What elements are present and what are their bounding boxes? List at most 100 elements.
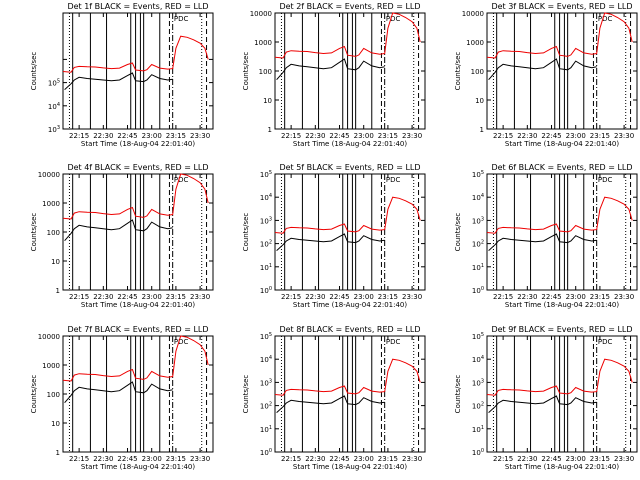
x-axis-label: Start Time (18-Aug-04 22:01:40)	[293, 463, 407, 471]
x-axis-label: Start Time (18-Aug-04 22:01:40)	[505, 463, 619, 471]
y-tick-label: 105	[260, 170, 272, 179]
flag-label: PDC	[174, 176, 189, 184]
plot-frame	[486, 173, 638, 291]
x-axis-label: Start Time (18-Aug-04 22:01:40)	[81, 140, 195, 148]
y-tick-label: 1	[56, 287, 60, 295]
x-tick-label: 22:30	[93, 132, 113, 140]
plot-frame	[274, 173, 426, 291]
y-tick-label: 104	[472, 355, 484, 364]
y-tick-label: 1000	[42, 362, 60, 370]
series-line-lld	[486, 358, 633, 396]
y-tick-label: 100	[472, 286, 484, 295]
panel-det-3: Det 3f BLACK = Events, RED = LLD 1 10 100 10…	[454, 2, 638, 148]
y-axis-label: Counts/sec	[30, 52, 38, 91]
y-axis-label: Counts/sec	[30, 213, 38, 252]
flag-label: PDC	[598, 176, 613, 184]
plot-frame	[274, 12, 426, 130]
x-tick-label: 22:45	[541, 132, 561, 140]
y-tick-label: 1	[268, 126, 272, 134]
x-tick-label: 22:45	[117, 132, 137, 140]
x-tick-label: 23:00	[566, 132, 586, 140]
series-line-lld	[274, 196, 421, 234]
y-tick-label: 105	[472, 170, 484, 179]
series-line-lld	[486, 12, 633, 59]
y-tick-label: 10	[475, 97, 484, 105]
panel-det-1: Det 1f BLACK = Events, RED = LLD 103 104 10…	[30, 2, 214, 148]
panel-det-5: Det 5f BLACK = Events, RED = LLD 100 101 10…	[242, 163, 426, 309]
y-tick-label: 10000	[462, 10, 484, 18]
y-axis-label: Counts/sec	[242, 213, 250, 252]
y-tick-label: 103	[260, 378, 272, 387]
y-tick-label: 103	[260, 216, 272, 225]
y-tick-label: 10000	[38, 333, 60, 341]
x-tick-label: 22:15	[281, 455, 301, 463]
x-tick-label: 23:15	[166, 293, 186, 301]
y-tick-label: 100	[259, 68, 272, 76]
x-tick-label: 23:30	[614, 293, 634, 301]
y-tick-label: 102	[472, 402, 484, 411]
series-line-lld	[274, 12, 421, 59]
y-tick-label: 1	[56, 449, 60, 457]
series-line-lld	[274, 358, 421, 396]
x-tick-label: 22:45	[117, 455, 137, 463]
x-tick-label: 22:45	[329, 132, 349, 140]
x-tick-label: 23:15	[378, 293, 398, 301]
plot-frame	[486, 335, 638, 453]
x-tick-label: 23:30	[402, 293, 422, 301]
flag-label: PDC	[598, 338, 613, 346]
x-tick-label: 23:15	[590, 455, 610, 463]
y-tick-label: 104	[260, 355, 272, 364]
y-tick-label: 101	[472, 425, 484, 434]
x-tick-label: 23:30	[614, 132, 634, 140]
x-tick-label: 23:15	[590, 293, 610, 301]
panel-title: Det 5f BLACK = Events, RED = LLD	[279, 163, 420, 172]
x-tick-label: 22:30	[305, 293, 325, 301]
series-line-events	[64, 219, 173, 242]
y-tick-label: 10000	[250, 10, 272, 18]
x-tick-label: 23:00	[354, 293, 374, 301]
y-tick-label: 104	[472, 193, 484, 202]
y-tick-label: 102	[260, 240, 272, 249]
x-tick-label: 23:30	[190, 132, 210, 140]
x-tick-label: 22:15	[493, 132, 513, 140]
x-tick-label: 22:15	[493, 455, 513, 463]
y-tick-label: 105	[48, 79, 60, 88]
x-tick-label: 22:15	[69, 132, 89, 140]
x-tick-label: 22:45	[329, 455, 349, 463]
y-tick-label: 100	[47, 229, 60, 237]
x-tick-label: 22:45	[329, 293, 349, 301]
panel-title: Det 3f BLACK = Events, RED = LLD	[491, 2, 632, 11]
y-tick-label: 104	[260, 193, 272, 202]
y-tick-label: 103	[472, 378, 484, 387]
x-axis-label: Start Time (18-Aug-04 22:01:40)	[81, 301, 195, 309]
plot-frame	[62, 12, 214, 130]
x-axis-label: Start Time (18-Aug-04 22:01:40)	[293, 140, 407, 148]
panel-det-4: Det 4f BLACK = Events, RED = LLD 1 10 100 10…	[30, 163, 214, 309]
panel-det-9: Det 9f BLACK = Events, RED = LLD 100 101 10…	[454, 325, 638, 471]
y-axis-label: Counts/sec	[454, 375, 462, 414]
panel-title: Det 1f BLACK = Events, RED = LLD	[67, 2, 208, 11]
x-tick-label: 22:15	[281, 293, 301, 301]
x-tick-label: 23:00	[566, 455, 586, 463]
y-axis-label: Counts/sec	[242, 52, 250, 91]
x-tick-label: 22:45	[541, 455, 561, 463]
x-axis-label: Start Time (18-Aug-04 22:01:40)	[505, 301, 619, 309]
y-tick-label: 102	[260, 402, 272, 411]
x-tick-label: 23:15	[590, 132, 610, 140]
x-axis-label: Start Time (18-Aug-04 22:01:40)	[505, 140, 619, 148]
series-line-lld	[62, 35, 209, 73]
flag-label: PDC	[386, 15, 401, 23]
series-line-events	[488, 395, 597, 413]
x-tick-label: 22:30	[305, 132, 325, 140]
x-tick-label: 22:30	[517, 455, 537, 463]
y-tick-label: 101	[260, 263, 272, 272]
y-tick-label: 104	[48, 102, 60, 111]
x-axis-label: Start Time (18-Aug-04 22:01:40)	[81, 463, 195, 471]
panel-title: Det 9f BLACK = Events, RED = LLD	[491, 325, 632, 334]
y-tick-label: 102	[472, 240, 484, 249]
y-tick-label: 1	[480, 126, 484, 134]
y-tick-label: 100	[47, 391, 60, 399]
panel-title: Det 2f BLACK = Events, RED = LLD	[279, 2, 420, 11]
x-axis-label: Start Time (18-Aug-04 22:01:40)	[293, 301, 407, 309]
y-tick-label: 1000	[254, 39, 272, 47]
